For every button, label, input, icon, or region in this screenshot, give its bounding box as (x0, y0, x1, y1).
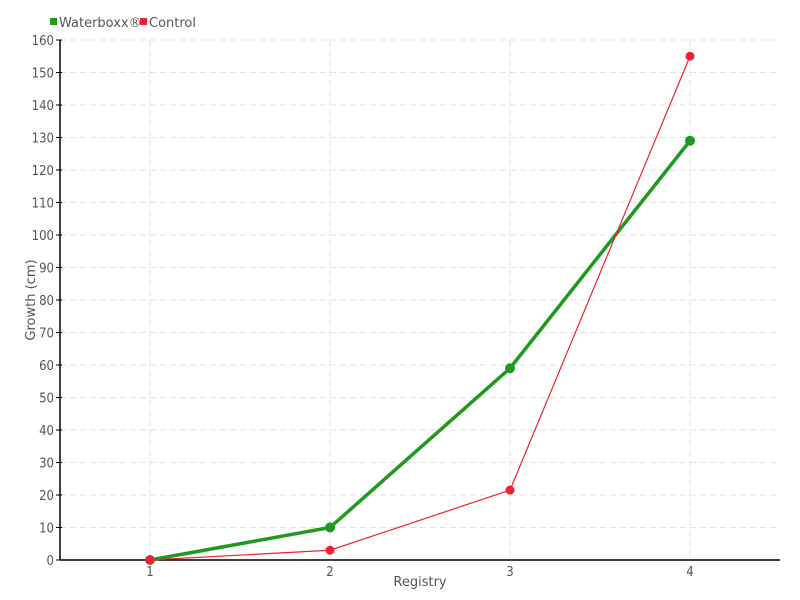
y-tick-label: 110 (32, 197, 54, 212)
y-tick-label: 40 (39, 424, 54, 439)
legend-swatch-waterboxx (50, 18, 57, 25)
legend-label-waterboxx: Waterboxx® (59, 16, 142, 31)
y-tick-label: 20 (39, 489, 54, 504)
series-line-waterboxx (149, 139, 692, 562)
y-tick-label: 150 (32, 67, 54, 82)
y-axis-label: Growth (cm) (24, 259, 39, 340)
y-tick-label: 100 (32, 229, 54, 244)
legend-swatch-control (140, 18, 147, 25)
y-tick-label: 80 (39, 294, 54, 309)
y-tick-label: 60 (39, 359, 54, 374)
y-tick-label: 90 (39, 262, 54, 277)
data-point-waterboxx (325, 522, 335, 533)
y-tick-label: 30 (39, 457, 54, 472)
legend-label-control: Control (149, 16, 196, 31)
axes: 0 10 20 30 40 50 60 70 80 90 100 110 120 130 140 150 160… (32, 34, 780, 580)
data-point-waterboxx (685, 135, 695, 146)
data-point-waterboxx (505, 363, 515, 374)
data-point-control (145, 555, 155, 565)
x-tick-label: 4 (686, 565, 693, 580)
series-layer (145, 51, 695, 565)
x-axis-label: Registry (393, 575, 447, 590)
data-point-control (505, 485, 515, 495)
y-tick-label: 50 (39, 392, 54, 407)
y-tick-label: 10 (39, 522, 54, 537)
y-tick-label: 0 (47, 554, 54, 569)
y-tick-label: 120 (32, 164, 54, 179)
x-tick-label: 2 (326, 565, 333, 580)
data-point-control (685, 51, 695, 61)
y-tick-label: 130 (32, 132, 54, 147)
y-tick-label: 160 (32, 34, 54, 49)
y-tick-label: 140 (32, 99, 54, 114)
y-tick-label: 70 (39, 327, 54, 342)
data-point-control (325, 545, 335, 555)
series-line-control (149, 56, 691, 561)
x-tick-label: 1 (146, 565, 153, 580)
grid (60, 39, 780, 560)
legend: Waterboxx® Control (50, 16, 196, 31)
x-tick-label: 3 (506, 565, 513, 580)
